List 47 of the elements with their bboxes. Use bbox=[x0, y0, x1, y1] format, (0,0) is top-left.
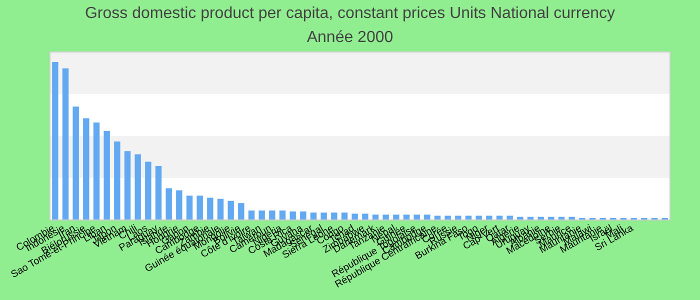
bar bbox=[352, 214, 358, 220]
bar bbox=[83, 118, 90, 220]
bar bbox=[341, 212, 348, 220]
bar bbox=[228, 200, 234, 220]
bar bbox=[310, 212, 317, 220]
bar bbox=[93, 122, 100, 220]
bar bbox=[496, 216, 503, 220]
bar bbox=[506, 216, 513, 220]
bar bbox=[72, 106, 79, 220]
bar bbox=[424, 214, 430, 220]
bar bbox=[486, 216, 492, 220]
bar bbox=[258, 210, 265, 220]
bar bbox=[114, 141, 120, 220]
bar bbox=[290, 211, 296, 220]
bar bbox=[444, 216, 451, 220]
bar bbox=[269, 210, 276, 220]
bar bbox=[134, 154, 141, 220]
bar bbox=[331, 212, 338, 220]
bar bbox=[145, 162, 152, 220]
bar bbox=[320, 212, 327, 220]
bar bbox=[124, 151, 131, 220]
bar bbox=[300, 211, 306, 220]
bar bbox=[476, 216, 482, 220]
bar bbox=[166, 188, 172, 220]
bar bbox=[382, 214, 389, 220]
bar bbox=[414, 214, 420, 220]
bar bbox=[52, 62, 58, 220]
bar bbox=[176, 190, 182, 220]
bar bbox=[455, 216, 462, 220]
bar bbox=[196, 196, 203, 220]
bar bbox=[186, 196, 193, 220]
chart-subtitle: Année 2000 bbox=[306, 29, 394, 46]
bar bbox=[362, 214, 368, 220]
bar bbox=[155, 166, 162, 220]
bar bbox=[104, 130, 110, 220]
chart-title: Gross domestic product per capita, constant prices Units National currency bbox=[84, 5, 616, 22]
bar bbox=[62, 68, 69, 220]
bar bbox=[393, 214, 400, 220]
bar bbox=[434, 216, 441, 220]
bar bbox=[372, 214, 379, 220]
bar bbox=[403, 214, 410, 220]
bar bbox=[465, 216, 472, 220]
bar bbox=[248, 210, 255, 220]
bar bbox=[238, 203, 244, 220]
bar bbox=[207, 198, 214, 220]
bar bbox=[279, 210, 286, 220]
bar bbox=[217, 198, 224, 220]
